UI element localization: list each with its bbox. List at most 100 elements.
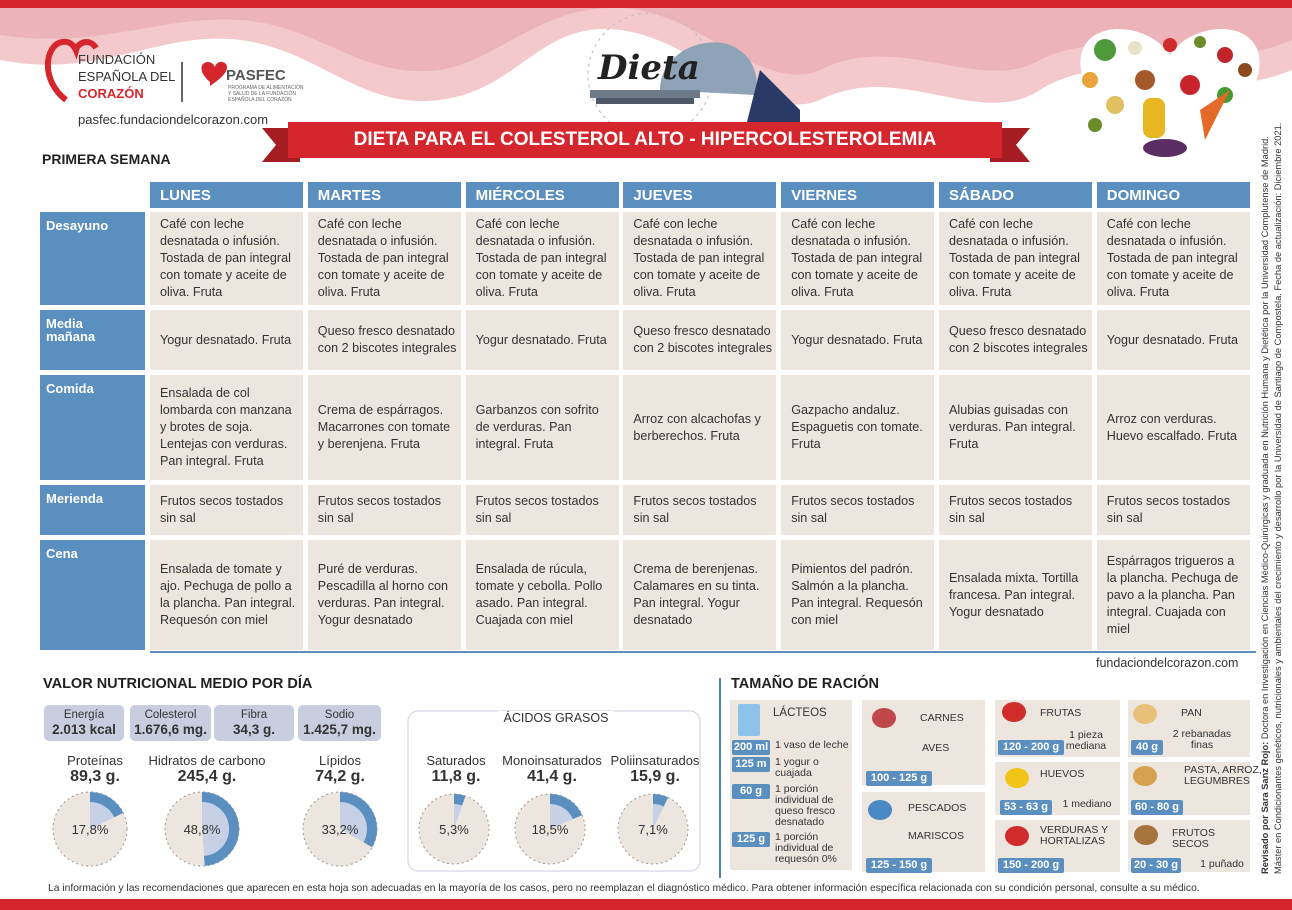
oil — [1143, 98, 1165, 138]
food-icon — [1005, 826, 1029, 846]
milk-icon — [738, 704, 760, 736]
menu-cell: Arroz con verduras. Huevo escalfado. Fru… — [1096, 375, 1250, 480]
portion-name: FRUTAS — [1040, 707, 1082, 719]
menu-cell: Frutos secos tostados sin sal — [939, 485, 1092, 535]
menu-cell: Yogur desnatado. Fruta — [1096, 310, 1250, 370]
menu-cell: Queso fresco desnatado con 2 biscotes in… — [939, 310, 1092, 370]
amount-tag: 120 - 200 g — [998, 740, 1064, 755]
fatty-title: ÁCIDOS GRASOS — [498, 711, 614, 725]
menu-text: Ensalada mixta. Tortilla francesa. Pan i… — [949, 570, 1079, 619]
url: pasfec.fundaciondelcorazon.com — [78, 112, 269, 127]
menu-cell: Ensalada mixta. Tortilla francesa. Pan i… — [939, 540, 1092, 650]
amount-tag: 60 - 80 g — [1131, 800, 1183, 815]
food-icon — [1002, 702, 1026, 722]
food — [1082, 72, 1098, 88]
menu-cell: Ensalada de rúcula, tomate y cebolla. Po… — [465, 540, 619, 650]
amount-tag: 20 - 30 g — [1131, 858, 1181, 873]
pasfec-name: PASFEC — [226, 67, 286, 84]
menu-text: Alubias guisadas con verduras. Pan integ… — [949, 403, 1076, 451]
top-stripe — [0, 0, 1292, 8]
food — [1094, 39, 1116, 61]
food — [1128, 41, 1142, 55]
side-line: Revisado por Sara Sanz Rojo: Doctora en … — [1259, 136, 1272, 874]
food-icon — [1133, 704, 1157, 724]
menu-text: Puré de verduras. Pescadilla al horno co… — [317, 562, 449, 627]
portion-desc: 1 pieza mediana — [1065, 729, 1107, 752]
menu-cell: Yogur desnatado. Fruta — [781, 310, 935, 370]
meal-cell: Comida — [40, 375, 145, 480]
cloche — [660, 42, 757, 95]
tray — [590, 90, 700, 98]
day-header: VIERNES — [781, 182, 935, 208]
portion-desc: 2 rebanadas finas — [1172, 728, 1232, 751]
menu-cell: Frutos secos tostados sin sal — [150, 485, 303, 535]
food — [1180, 75, 1200, 95]
side-reviewer: Revisado por Sara Sanz Rojo: — [1260, 741, 1270, 874]
meal-cell: Media mañana — [40, 310, 145, 370]
pasfec-heart — [201, 61, 228, 86]
fatty-value: 15,9 g. — [630, 768, 680, 785]
org-name: ESPAÑOLA DEL — [78, 69, 176, 84]
day-header: DOMINGO — [1096, 182, 1250, 208]
menu-text: Frutos secos tostados sin sal — [633, 494, 757, 525]
fatty-name: Poliinsaturados — [610, 753, 700, 768]
meal-cell: Merienda — [40, 485, 145, 535]
food-heart — [1080, 28, 1260, 161]
macro-value: 74,2 g. — [315, 768, 365, 785]
menu-cell: Café con leche desnatada o infusión. Tos… — [623, 212, 777, 305]
menu-text: Yogur desnatado. Fruta — [160, 332, 292, 347]
food-icon — [868, 800, 892, 820]
footer: La información y las recomendaciones que… — [48, 883, 1200, 894]
stat-label: Sodio — [324, 709, 355, 721]
menu-cell: Café con leche desnatada o infusión. Tos… — [939, 212, 1092, 305]
menu-cell: Crema de berenjenas. Calamares en su tin… — [623, 540, 777, 650]
pasfec-sub: PROGRAMA DE ALIMENTACIÓN Y SALUD DE LA F… — [228, 85, 304, 103]
meal-label: Comida — [46, 381, 94, 396]
portion-name: AVES — [922, 742, 950, 754]
day-header: MARTES — [307, 182, 461, 208]
food-icon — [1134, 825, 1158, 845]
amount-tag: 125 m — [732, 757, 770, 772]
bottom-stripe — [0, 899, 1292, 910]
stat-value: 2.013 kcal — [52, 722, 116, 737]
menu-cell: Frutos secos tostados sin sal — [623, 485, 777, 535]
amount-tag: 125 g — [732, 832, 770, 847]
menu-text: Garbanzos con sofrito de verduras. Pan i… — [475, 403, 599, 451]
title-ribbon — [288, 122, 1002, 158]
day-header: SÁBADO — [939, 182, 1092, 208]
title: DIETA PARA EL COLESTEROL ALTO - HIPERCOL… — [353, 129, 937, 150]
food — [1217, 47, 1233, 63]
food — [1135, 70, 1155, 90]
side-text: Doctora en Investigación en Ciencias Méd… — [1260, 136, 1270, 742]
menu-cell: Ensalada de tomate y ajo. Pechuga de pol… — [150, 540, 303, 650]
menu-text: Café con leche desnatada o infusión. Tos… — [475, 217, 607, 299]
portion-name: HUEVOS — [1040, 768, 1085, 780]
menu-text: Crema de berenjenas. Calamares en su tin… — [633, 562, 760, 627]
portion-desc: 1 puñado — [1200, 858, 1244, 870]
menu-text: Arroz con verduras. Huevo escalfado. Fru… — [1106, 411, 1238, 443]
carrot — [1200, 90, 1230, 140]
amount-tag: 53 - 63 g — [1000, 800, 1052, 815]
meal-label: Cena — [46, 546, 78, 561]
portion-name: FRUTOS SECOS — [1172, 827, 1215, 850]
menu-text: Espárragos trigueros a la plancha. Pechu… — [1106, 553, 1239, 636]
menu-text: Frutos secos tostados sin sal — [317, 494, 441, 525]
macro-name: Proteínas — [67, 753, 123, 768]
side-line: Máster en Condicionantes genéticos, nutr… — [1273, 122, 1283, 874]
menu-text: Frutos secos tostados sin sal — [949, 494, 1073, 525]
stat-label: Colesterol — [144, 709, 197, 721]
portion-name: PASTA, ARROZ, LEGUMBRES — [1184, 764, 1262, 787]
amount-tag: 40 g — [1131, 740, 1163, 755]
food-icon — [1005, 768, 1029, 788]
menu-text: Café con leche desnatada o infusión. Tos… — [1106, 217, 1238, 299]
portion-desc: 1 porción individual de requesón 0% — [775, 831, 837, 865]
food — [1238, 63, 1252, 77]
menu-cell: Café con leche desnatada o infusión. Tos… — [307, 212, 461, 305]
menu-cell: Espárragos trigueros a la plancha. Pechu… — [1096, 540, 1250, 650]
menu-cell: Crema de espárragos. Macarrones con toma… — [307, 375, 461, 480]
nutrition-title: VALOR NUTRICIONAL MEDIO POR DÍA — [43, 676, 313, 692]
portion-name: MARISCOS — [908, 830, 965, 842]
menu-cell: Alubias guisadas con verduras. Pan integ… — [939, 375, 1092, 480]
menu-cell: Frutos secos tostados sin sal — [307, 485, 461, 535]
